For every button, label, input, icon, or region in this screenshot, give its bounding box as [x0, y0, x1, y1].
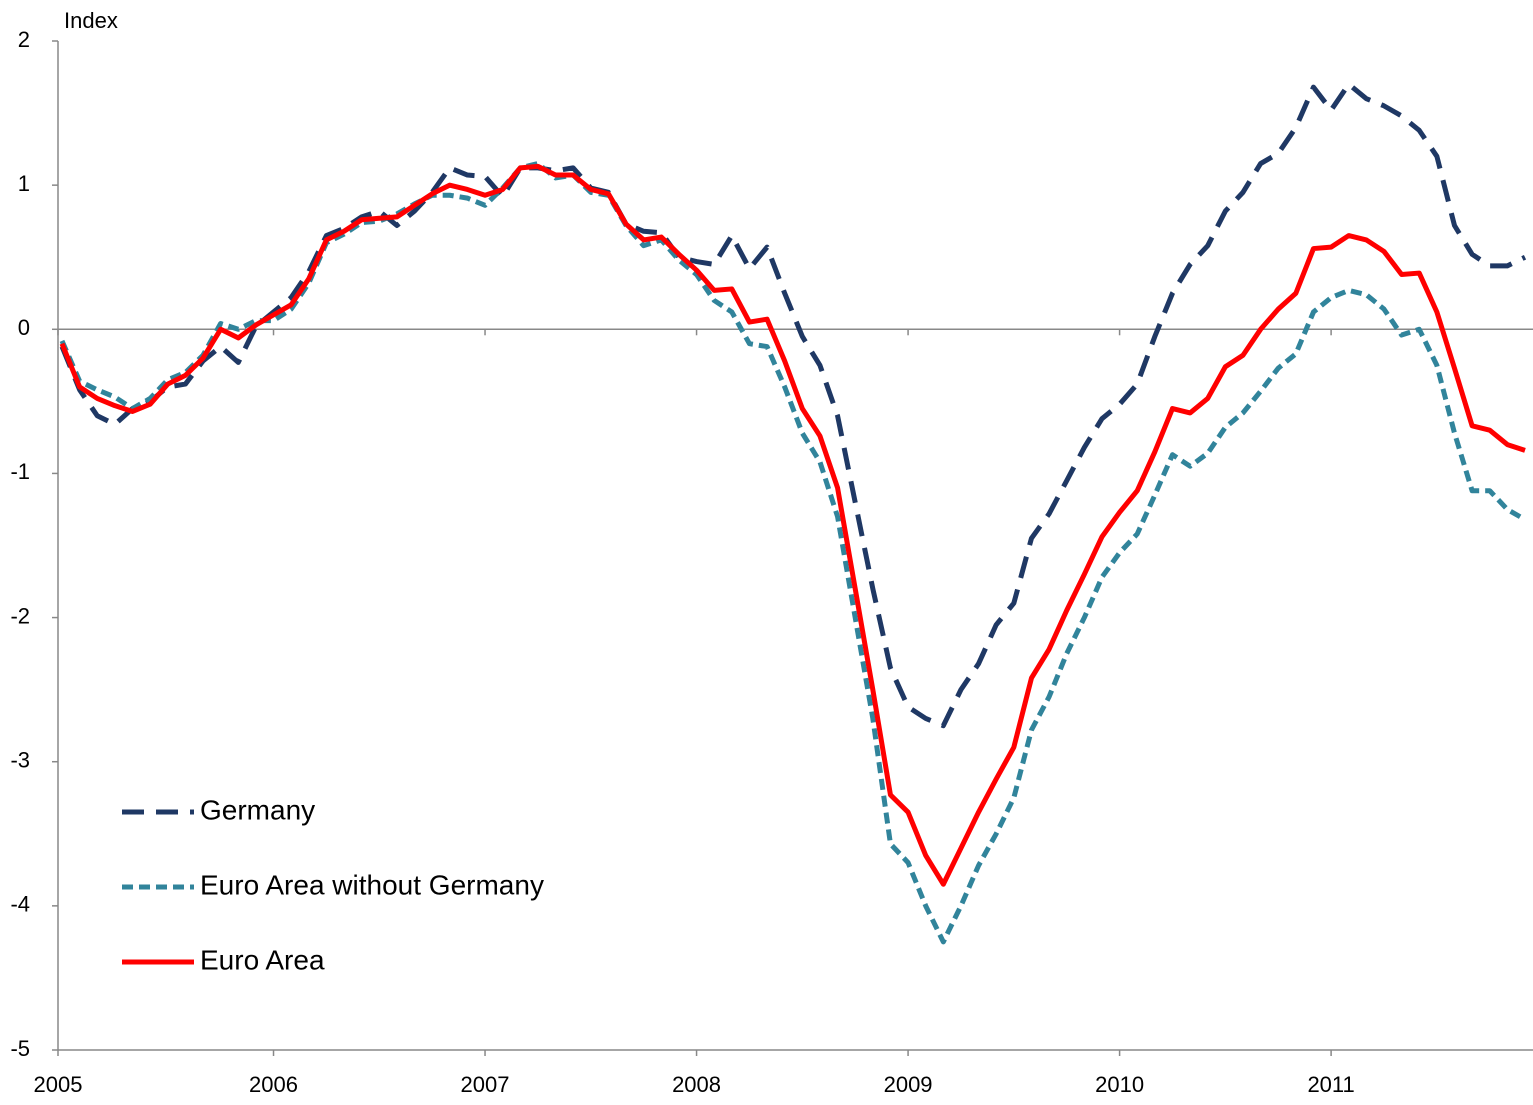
legend-label: Germany — [200, 794, 315, 825]
legend-label: Euro Area — [200, 944, 325, 975]
x-tick-label: 2006 — [249, 1072, 298, 1097]
y-tick-label: -1 — [10, 459, 30, 484]
series-line — [59, 163, 1526, 887]
x-tick-label: 2007 — [461, 1072, 510, 1097]
series-line — [59, 81, 1527, 729]
legend: Germany Euro Area without Germany Euro Are… — [122, 794, 544, 975]
y-tick-label: 2 — [18, 27, 30, 52]
y-tick-label: -5 — [10, 1036, 30, 1061]
y-tick-label: 1 — [18, 171, 30, 196]
y-tick-label: -3 — [10, 748, 30, 773]
x-tick-label: 2010 — [1095, 1072, 1144, 1097]
x-tick-label: 2011 — [1307, 1072, 1354, 1097]
y-tick-label: 0 — [18, 315, 30, 340]
x-tick-label: 2008 — [672, 1072, 721, 1097]
y-axis-label: Index — [64, 8, 118, 33]
y-tick-label: -2 — [10, 603, 30, 628]
x-tick-label: 2005 — [34, 1072, 83, 1097]
legend-label: Euro Area without Germany — [200, 869, 544, 900]
y-tick-label: -4 — [10, 892, 30, 917]
x-tick-label: 2009 — [884, 1072, 933, 1097]
